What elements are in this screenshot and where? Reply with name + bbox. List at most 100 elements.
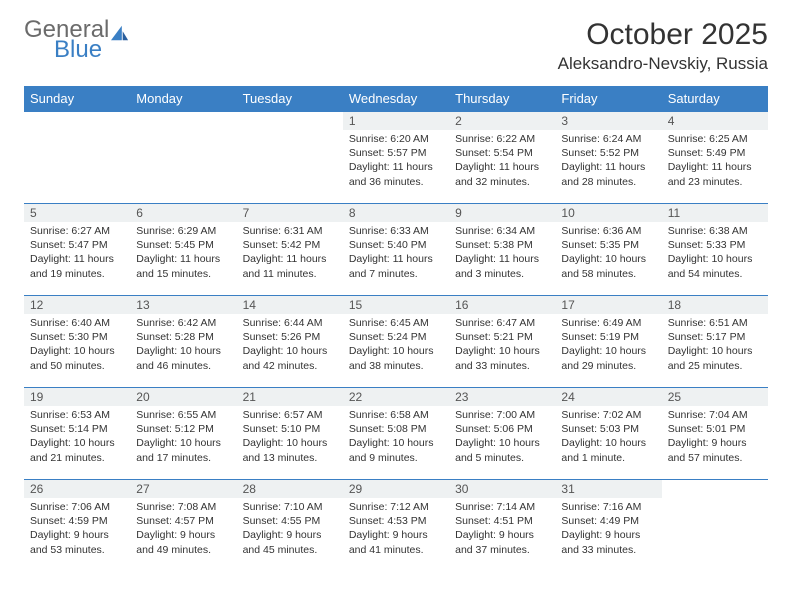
day-number: 2 xyxy=(449,112,555,130)
calendar-week-row: 26Sunrise: 7:06 AMSunset: 4:59 PMDayligh… xyxy=(24,480,768,568)
calendar-cell: 24Sunrise: 7:02 AMSunset: 5:03 PMDayligh… xyxy=(555,388,661,480)
calendar-cell xyxy=(237,112,343,204)
daylight-line: Daylight: 10 hours and 17 minutes. xyxy=(136,436,230,464)
sunrise-line: Sunrise: 6:55 AM xyxy=(136,408,230,422)
daylight-line: Daylight: 11 hours and 23 minutes. xyxy=(668,160,762,188)
sunrise-line: Sunrise: 6:29 AM xyxy=(136,224,230,238)
day-details: Sunrise: 7:16 AMSunset: 4:49 PMDaylight:… xyxy=(555,498,661,561)
day-details: Sunrise: 6:36 AMSunset: 5:35 PMDaylight:… xyxy=(555,222,661,285)
header: GeneralBlue October 2025 Aleksandro-Nevs… xyxy=(24,18,768,74)
daylight-line: Daylight: 9 hours and 53 minutes. xyxy=(30,528,124,556)
sunset-line: Sunset: 4:49 PM xyxy=(561,514,655,528)
title-block: October 2025 Aleksandro-Nevskiy, Russia xyxy=(558,18,768,74)
day-number: 20 xyxy=(130,388,236,406)
sunset-line: Sunset: 5:28 PM xyxy=(136,330,230,344)
day-number: 14 xyxy=(237,296,343,314)
empty-day xyxy=(24,112,130,130)
daylight-line: Daylight: 11 hours and 7 minutes. xyxy=(349,252,443,280)
weekday-header: Sunday xyxy=(24,86,130,112)
sunrise-line: Sunrise: 6:33 AM xyxy=(349,224,443,238)
calendar-cell: 28Sunrise: 7:10 AMSunset: 4:55 PMDayligh… xyxy=(237,480,343,568)
day-number: 4 xyxy=(662,112,768,130)
sunrise-line: Sunrise: 7:12 AM xyxy=(349,500,443,514)
day-number: 10 xyxy=(555,204,661,222)
calendar-cell: 22Sunrise: 6:58 AMSunset: 5:08 PMDayligh… xyxy=(343,388,449,480)
day-details: Sunrise: 7:04 AMSunset: 5:01 PMDaylight:… xyxy=(662,406,768,469)
day-details: Sunrise: 7:06 AMSunset: 4:59 PMDaylight:… xyxy=(24,498,130,561)
daylight-line: Daylight: 10 hours and 25 minutes. xyxy=(668,344,762,372)
empty-day xyxy=(130,112,236,130)
sunset-line: Sunset: 5:30 PM xyxy=(30,330,124,344)
sunrise-line: Sunrise: 6:45 AM xyxy=(349,316,443,330)
weekday-header: Thursday xyxy=(449,86,555,112)
sunrise-line: Sunrise: 6:47 AM xyxy=(455,316,549,330)
sunrise-line: Sunrise: 6:25 AM xyxy=(668,132,762,146)
daylight-line: Daylight: 10 hours and 29 minutes. xyxy=(561,344,655,372)
sunset-line: Sunset: 5:14 PM xyxy=(30,422,124,436)
calendar-week-row: 19Sunrise: 6:53 AMSunset: 5:14 PMDayligh… xyxy=(24,388,768,480)
sunset-line: Sunset: 5:03 PM xyxy=(561,422,655,436)
daylight-line: Daylight: 9 hours and 57 minutes. xyxy=(668,436,762,464)
day-number: 21 xyxy=(237,388,343,406)
weekday-header: Tuesday xyxy=(237,86,343,112)
sunset-line: Sunset: 5:12 PM xyxy=(136,422,230,436)
sunset-line: Sunset: 4:57 PM xyxy=(136,514,230,528)
calendar-cell: 29Sunrise: 7:12 AMSunset: 4:53 PMDayligh… xyxy=(343,480,449,568)
day-number: 26 xyxy=(24,480,130,498)
sunrise-line: Sunrise: 6:51 AM xyxy=(668,316,762,330)
day-number: 3 xyxy=(555,112,661,130)
sunset-line: Sunset: 5:24 PM xyxy=(349,330,443,344)
daylight-line: Daylight: 9 hours and 49 minutes. xyxy=(136,528,230,556)
sunrise-line: Sunrise: 6:53 AM xyxy=(30,408,124,422)
sunset-line: Sunset: 4:55 PM xyxy=(243,514,337,528)
day-details: Sunrise: 6:58 AMSunset: 5:08 PMDaylight:… xyxy=(343,406,449,469)
day-number: 13 xyxy=(130,296,236,314)
day-details: Sunrise: 6:29 AMSunset: 5:45 PMDaylight:… xyxy=(130,222,236,285)
daylight-line: Daylight: 11 hours and 36 minutes. xyxy=(349,160,443,188)
day-number: 11 xyxy=(662,204,768,222)
sunrise-line: Sunrise: 6:57 AM xyxy=(243,408,337,422)
day-number: 1 xyxy=(343,112,449,130)
month-title: October 2025 xyxy=(558,18,768,52)
calendar-cell: 26Sunrise: 7:06 AMSunset: 4:59 PMDayligh… xyxy=(24,480,130,568)
daylight-line: Daylight: 11 hours and 19 minutes. xyxy=(30,252,124,280)
daylight-line: Daylight: 10 hours and 54 minutes. xyxy=(668,252,762,280)
calendar-cell: 11 Sunrise: 6:38 AMSunset: 5:33 PMDayligh… xyxy=(662,204,768,296)
sunrise-line: Sunrise: 7:08 AM xyxy=(136,500,230,514)
sunrise-line: Sunrise: 6:42 AM xyxy=(136,316,230,330)
sunset-line: Sunset: 5:33 PM xyxy=(668,238,762,252)
calendar-cell: 16Sunrise: 6:47 AMSunset: 5:21 PMDayligh… xyxy=(449,296,555,388)
day-details: Sunrise: 7:08 AMSunset: 4:57 PMDaylight:… xyxy=(130,498,236,561)
daylight-line: Daylight: 9 hours and 45 minutes. xyxy=(243,528,337,556)
daylight-line: Daylight: 11 hours and 11 minutes. xyxy=(243,252,337,280)
sunset-line: Sunset: 5:35 PM xyxy=(561,238,655,252)
sunset-line: Sunset: 5:40 PM xyxy=(349,238,443,252)
day-details: Sunrise: 6:53 AMSunset: 5:14 PMDaylight:… xyxy=(24,406,130,469)
sunset-line: Sunset: 5:08 PM xyxy=(349,422,443,436)
logo: GeneralBlue xyxy=(24,18,130,62)
day-number: 12 xyxy=(24,296,130,314)
sunrise-line: Sunrise: 7:00 AM xyxy=(455,408,549,422)
day-details: Sunrise: 6:25 AMSunset: 5:49 PMDaylight:… xyxy=(662,130,768,193)
day-number: 5 xyxy=(24,204,130,222)
weekday-header-row: SundayMondayTuesdayWednesdayThursdayFrid… xyxy=(24,86,768,112)
day-number: 24 xyxy=(555,388,661,406)
day-number: 22 xyxy=(343,388,449,406)
sunrise-line: Sunrise: 6:38 AM xyxy=(668,224,762,238)
sunrise-line: Sunrise: 7:10 AM xyxy=(243,500,337,514)
calendar-cell: 13Sunrise: 6:42 AMSunset: 5:28 PMDayligh… xyxy=(130,296,236,388)
day-number: 8 xyxy=(343,204,449,222)
calendar-cell: 17Sunrise: 6:49 AMSunset: 5:19 PMDayligh… xyxy=(555,296,661,388)
calendar-cell: 4Sunrise: 6:25 AMSunset: 5:49 PMDaylight… xyxy=(662,112,768,204)
location: Aleksandro-Nevskiy, Russia xyxy=(558,54,768,74)
day-number: 17 xyxy=(555,296,661,314)
sunrise-line: Sunrise: 7:04 AM xyxy=(668,408,762,422)
empty-day xyxy=(237,112,343,130)
calendar-cell: 7Sunrise: 6:31 AMSunset: 5:42 PMDaylight… xyxy=(237,204,343,296)
calendar-cell: 14Sunrise: 6:44 AMSunset: 5:26 PMDayligh… xyxy=(237,296,343,388)
sunset-line: Sunset: 5:26 PM xyxy=(243,330,337,344)
day-details: Sunrise: 7:12 AMSunset: 4:53 PMDaylight:… xyxy=(343,498,449,561)
day-details: Sunrise: 6:24 AMSunset: 5:52 PMDaylight:… xyxy=(555,130,661,193)
calendar-cell: 27Sunrise: 7:08 AMSunset: 4:57 PMDayligh… xyxy=(130,480,236,568)
sunrise-line: Sunrise: 7:06 AM xyxy=(30,500,124,514)
